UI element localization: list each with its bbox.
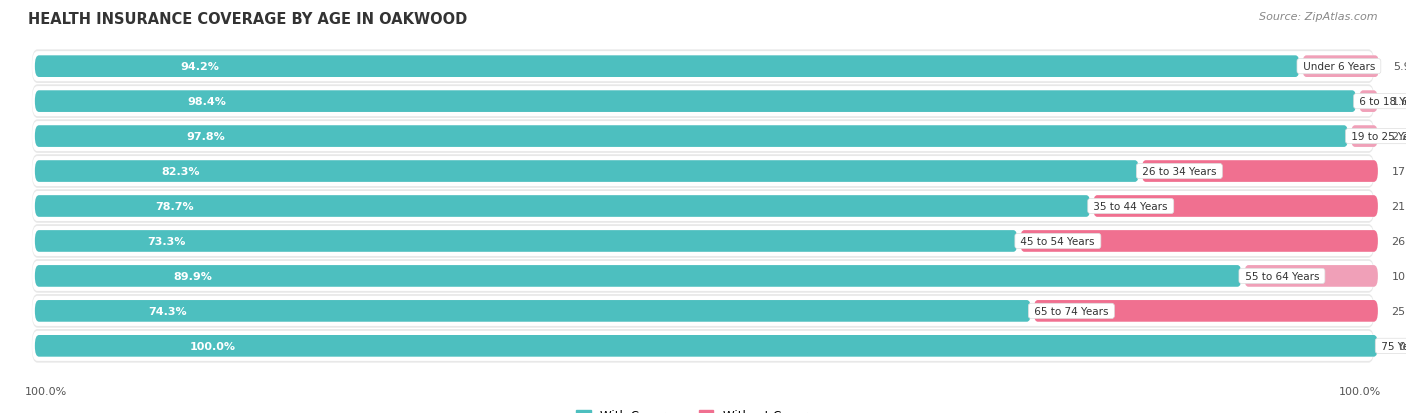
FancyBboxPatch shape (32, 294, 1374, 328)
FancyBboxPatch shape (35, 196, 1091, 217)
Text: 25.7%: 25.7% (1392, 306, 1406, 316)
FancyBboxPatch shape (35, 230, 1018, 252)
FancyBboxPatch shape (32, 52, 1374, 82)
FancyBboxPatch shape (35, 126, 1348, 147)
FancyBboxPatch shape (32, 190, 1374, 223)
FancyBboxPatch shape (35, 91, 1357, 113)
FancyBboxPatch shape (32, 331, 1374, 361)
FancyBboxPatch shape (35, 266, 1241, 287)
FancyBboxPatch shape (32, 50, 1374, 84)
FancyBboxPatch shape (32, 122, 1374, 152)
Text: 35 to 44 Years: 35 to 44 Years (1091, 202, 1171, 211)
FancyBboxPatch shape (1092, 196, 1378, 217)
FancyBboxPatch shape (32, 85, 1374, 119)
FancyBboxPatch shape (1033, 300, 1378, 322)
Text: 55 to 64 Years: 55 to 64 Years (1241, 271, 1322, 281)
Text: 65 to 74 Years: 65 to 74 Years (1031, 306, 1112, 316)
FancyBboxPatch shape (32, 226, 1374, 256)
FancyBboxPatch shape (32, 329, 1374, 363)
FancyBboxPatch shape (1021, 230, 1378, 252)
FancyBboxPatch shape (32, 225, 1374, 258)
Text: 94.2%: 94.2% (181, 62, 219, 72)
FancyBboxPatch shape (32, 157, 1374, 187)
Text: 26 to 34 Years: 26 to 34 Years (1139, 166, 1220, 177)
Text: HEALTH INSURANCE COVERAGE BY AGE IN OAKWOOD: HEALTH INSURANCE COVERAGE BY AGE IN OAKW… (28, 12, 467, 27)
Legend: With Coverage, Without Coverage: With Coverage, Without Coverage (572, 404, 834, 413)
Text: 82.3%: 82.3% (162, 166, 200, 177)
Text: 1.6%: 1.6% (1392, 97, 1406, 107)
Text: 19 to 25 Years: 19 to 25 Years (1348, 132, 1406, 142)
FancyBboxPatch shape (32, 296, 1374, 326)
Text: 6 to 18 Years: 6 to 18 Years (1357, 97, 1406, 107)
Text: 17.7%: 17.7% (1392, 166, 1406, 177)
Text: 74.3%: 74.3% (149, 306, 187, 316)
FancyBboxPatch shape (1351, 126, 1378, 147)
Text: 5.9%: 5.9% (1393, 62, 1406, 72)
FancyBboxPatch shape (32, 261, 1374, 291)
FancyBboxPatch shape (1244, 266, 1378, 287)
Text: 98.4%: 98.4% (187, 97, 226, 107)
Text: 2.2%: 2.2% (1392, 132, 1406, 142)
FancyBboxPatch shape (1302, 56, 1379, 78)
Text: 97.8%: 97.8% (187, 132, 225, 142)
FancyBboxPatch shape (32, 87, 1374, 117)
FancyBboxPatch shape (35, 161, 1139, 183)
FancyBboxPatch shape (1360, 91, 1378, 113)
FancyBboxPatch shape (35, 335, 1378, 357)
FancyBboxPatch shape (32, 155, 1374, 188)
Text: 45 to 54 Years: 45 to 54 Years (1018, 236, 1098, 247)
Text: 78.7%: 78.7% (156, 202, 194, 211)
Text: Under 6 Years: Under 6 Years (1299, 62, 1378, 72)
Text: 100.0%: 100.0% (25, 387, 67, 396)
FancyBboxPatch shape (35, 56, 1299, 78)
FancyBboxPatch shape (35, 300, 1031, 322)
Text: 10.1%: 10.1% (1392, 271, 1406, 281)
Text: 75 Years and older: 75 Years and older (1378, 341, 1406, 351)
Text: 0.0%: 0.0% (1398, 341, 1406, 351)
Text: 89.9%: 89.9% (174, 271, 212, 281)
FancyBboxPatch shape (32, 192, 1374, 221)
FancyBboxPatch shape (1142, 161, 1378, 183)
Text: 100.0%: 100.0% (190, 341, 236, 351)
Text: 26.7%: 26.7% (1392, 236, 1406, 247)
Text: 73.3%: 73.3% (146, 236, 186, 247)
Text: Source: ZipAtlas.com: Source: ZipAtlas.com (1260, 12, 1378, 22)
FancyBboxPatch shape (32, 120, 1374, 154)
Text: 21.3%: 21.3% (1392, 202, 1406, 211)
Text: 100.0%: 100.0% (1339, 387, 1381, 396)
FancyBboxPatch shape (32, 259, 1374, 293)
